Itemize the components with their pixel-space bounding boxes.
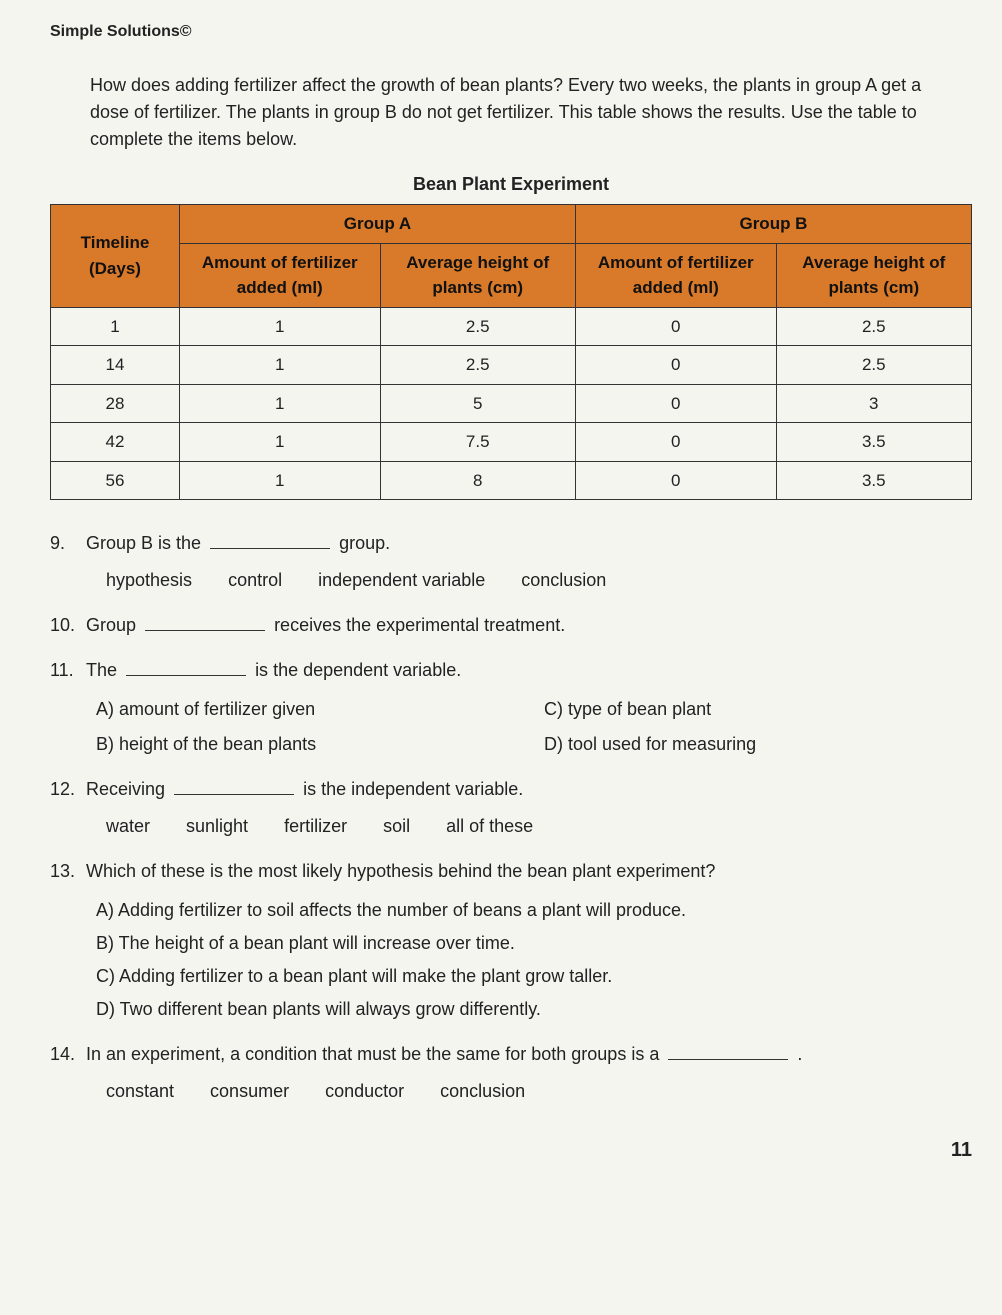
- table-row: 112.502.5: [51, 307, 972, 346]
- table-cell: 56: [51, 461, 180, 500]
- q14-choice[interactable]: consumer: [210, 1078, 289, 1105]
- table-cell: 2.5: [380, 346, 575, 385]
- q14-text-before: In an experiment, a condition that must …: [86, 1044, 659, 1064]
- q11-number: 11.: [50, 657, 74, 684]
- table-cell: 1: [179, 346, 380, 385]
- q13-number: 13.: [50, 858, 75, 885]
- q11-text-before: The: [86, 660, 117, 680]
- q12-number: 12.: [50, 776, 75, 803]
- q14-number: 14.: [50, 1041, 75, 1068]
- page-number: 11: [50, 1135, 972, 1165]
- table-cell: 28: [51, 384, 180, 423]
- table-cell: 2.5: [776, 307, 971, 346]
- th-group-a: Group A: [179, 205, 575, 244]
- q14-choice[interactable]: conductor: [325, 1078, 404, 1105]
- th-b-height: Average height of plants (cm): [776, 243, 971, 307]
- q11-choices: A) amount of fertilizer given C) type of…: [86, 696, 972, 758]
- table-title: Bean Plant Experiment: [50, 171, 972, 198]
- table-cell: 3: [776, 384, 971, 423]
- q9-choice[interactable]: conclusion: [521, 567, 606, 594]
- q12-choice[interactable]: sunlight: [186, 813, 248, 840]
- q10-text-after: receives the experimental treatment.: [274, 615, 565, 635]
- question-12: 12. Receiving is the independent variabl…: [50, 776, 972, 840]
- q9-choices: hypothesis control independent variable …: [86, 567, 972, 594]
- q13-choices: A) Adding fertilizer to soil affects the…: [86, 897, 972, 1023]
- q12-blank[interactable]: [174, 777, 294, 795]
- table-cell: 8: [380, 461, 575, 500]
- th-group-b: Group B: [575, 205, 971, 244]
- table-cell: 0: [575, 384, 776, 423]
- table-cell: 1: [179, 384, 380, 423]
- q14-choice[interactable]: conclusion: [440, 1078, 525, 1105]
- table-cell: 0: [575, 461, 776, 500]
- q14-choice[interactable]: constant: [106, 1078, 174, 1105]
- q12-choice[interactable]: fertilizer: [284, 813, 347, 840]
- brand-text: Simple Solutions©: [50, 20, 972, 44]
- table-cell: 0: [575, 346, 776, 385]
- table-cell: 1: [179, 307, 380, 346]
- q9-number: 9.: [50, 530, 65, 557]
- q12-choice[interactable]: water: [106, 813, 150, 840]
- q9-choice[interactable]: hypothesis: [106, 567, 192, 594]
- table-cell: 2.5: [776, 346, 971, 385]
- table-cell: 1: [51, 307, 180, 346]
- question-13: 13. Which of these is the most likely hy…: [50, 858, 972, 1023]
- q11-choice-c[interactable]: C) type of bean plant: [544, 696, 972, 723]
- table-cell: 2.5: [380, 307, 575, 346]
- q10-blank[interactable]: [145, 613, 265, 631]
- q9-choice[interactable]: independent variable: [318, 567, 485, 594]
- question-9: 9. Group B is the group. hypothesis cont…: [50, 530, 972, 594]
- q9-blank[interactable]: [210, 531, 330, 549]
- table-row: 281503: [51, 384, 972, 423]
- q12-choice[interactable]: soil: [383, 813, 410, 840]
- q11-choice-d[interactable]: D) tool used for measuring: [544, 731, 972, 758]
- q9-text-before: Group B is the: [86, 533, 201, 553]
- q12-choice[interactable]: all of these: [446, 813, 533, 840]
- q13-choice-a[interactable]: A) Adding fertilizer to soil affects the…: [96, 897, 972, 924]
- q9-text-after: group.: [339, 533, 390, 553]
- th-timeline: Timeline (Days): [51, 205, 180, 308]
- th-a-height: Average height of plants (cm): [380, 243, 575, 307]
- q11-choice-b[interactable]: B) height of the bean plants: [96, 731, 524, 758]
- table-cell: 42: [51, 423, 180, 462]
- q13-text: Which of these is the most likely hypoth…: [86, 861, 715, 881]
- question-10: 10. Group receives the experimental trea…: [50, 612, 972, 639]
- intro-paragraph: How does adding fertilizer affect the gr…: [90, 72, 952, 153]
- table-cell: 0: [575, 423, 776, 462]
- q11-blank[interactable]: [126, 658, 246, 676]
- table-cell: 7.5: [380, 423, 575, 462]
- q12-text-after: is the independent variable.: [303, 779, 523, 799]
- th-a-fert: Amount of fertilizer added (ml): [179, 243, 380, 307]
- q13-choice-d[interactable]: D) Two different bean plants will always…: [96, 996, 972, 1023]
- th-b-fert: Amount of fertilizer added (ml): [575, 243, 776, 307]
- experiment-table: Timeline (Days) Group A Group B Amount o…: [50, 204, 972, 500]
- q10-text-before: Group: [86, 615, 136, 635]
- table-cell: 1: [179, 423, 380, 462]
- table-row: 1412.502.5: [51, 346, 972, 385]
- question-14: 14. In an experiment, a condition that m…: [50, 1041, 972, 1105]
- table-cell: 1: [179, 461, 380, 500]
- q13-choice-b[interactable]: B) The height of a bean plant will incre…: [96, 930, 972, 957]
- q14-choices: constant consumer conductor conclusion: [86, 1078, 972, 1105]
- q12-choices: water sunlight fertilizer soil all of th…: [86, 813, 972, 840]
- table-cell: 3.5: [776, 461, 971, 500]
- table-cell: 14: [51, 346, 180, 385]
- table-row: 561803.5: [51, 461, 972, 500]
- q14-blank[interactable]: [668, 1042, 788, 1060]
- q11-choice-a[interactable]: A) amount of fertilizer given: [96, 696, 524, 723]
- q9-choice[interactable]: control: [228, 567, 282, 594]
- q12-text-before: Receiving: [86, 779, 165, 799]
- table-cell: 3.5: [776, 423, 971, 462]
- question-11: 11. The is the dependent variable. A) am…: [50, 657, 972, 758]
- table-row: 4217.503.5: [51, 423, 972, 462]
- table-cell: 5: [380, 384, 575, 423]
- table-cell: 0: [575, 307, 776, 346]
- q13-choice-c[interactable]: C) Adding fertilizer to a bean plant wil…: [96, 963, 972, 990]
- q11-text-after: is the dependent variable.: [255, 660, 461, 680]
- q10-number: 10.: [50, 612, 75, 639]
- q14-text-after: .: [797, 1044, 802, 1064]
